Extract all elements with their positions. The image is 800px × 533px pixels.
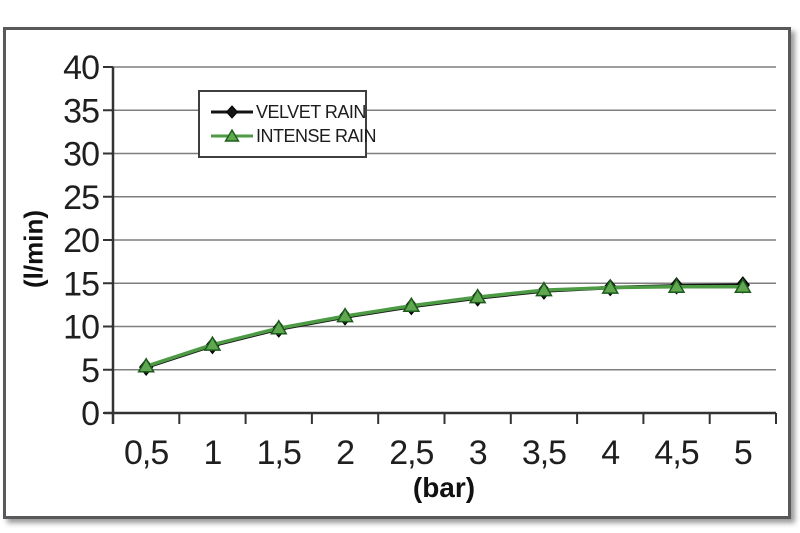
- y-axis-title: (l/min): [18, 210, 49, 288]
- x-tick-label-2: 2: [336, 434, 354, 472]
- series-intense-rain-marker-1: [203, 335, 222, 351]
- x-tick-label-3: 3: [469, 434, 487, 472]
- x-tick-label-4.5: 4,5: [654, 434, 698, 472]
- y-tick-label-30: 30: [63, 136, 99, 174]
- x-tick-label-2.5: 2,5: [389, 434, 433, 472]
- x-tick-label-3.5: 3,5: [522, 434, 566, 472]
- series-intense-rain-marker-5: [734, 277, 752, 293]
- series-intense-rain-marker-3: [468, 288, 487, 304]
- x-tick-label-1.5: 1,5: [257, 434, 301, 472]
- x-tick-label-1: 1: [203, 434, 221, 472]
- y-tick-label-5: 5: [81, 352, 99, 390]
- y-tick-label-15: 15: [63, 265, 99, 303]
- x-tick-label-5: 5: [734, 434, 752, 472]
- y-tick-label-40: 40: [63, 49, 99, 87]
- y-tick-label-10: 10: [63, 309, 99, 347]
- x-axis-title: (bar): [412, 472, 476, 503]
- velvet-rain-marker-icon: [211, 105, 253, 119]
- series-intense-rain-marker-2.5: [402, 296, 421, 312]
- legend-label-intense-rain: INTENSE RAIN: [256, 125, 377, 146]
- y-tick-label-35: 35: [63, 92, 99, 130]
- y-tick-label-25: 25: [63, 179, 99, 217]
- series-intense-rain-marker-2: [336, 307, 354, 323]
- chart-frame: [3, 27, 791, 519]
- series-intense-rain-line: [144, 284, 745, 369]
- series-intense-rain-marker-4: [601, 278, 620, 294]
- series-intense-rain-marker-3.5: [535, 281, 553, 297]
- legend-item-velvet-rain: VELVET RAIN: [209, 101, 366, 123]
- series-intense-rain-marker-4.5: [667, 277, 686, 293]
- legend-label-velvet-rain: VELVET RAIN: [256, 101, 366, 122]
- legend-marker-triangle-icon: [224, 128, 240, 142]
- y-tick-label-20: 20: [63, 222, 99, 260]
- series-intense-rain-marker-1.5: [269, 319, 288, 335]
- intense-rain-marker-icon: [211, 128, 253, 142]
- series-intense-rain-marker-0.5: [137, 357, 155, 373]
- y-tick-label-0: 0: [81, 395, 99, 433]
- legend-item-intense-rain: INTENSE RAIN: [209, 126, 377, 147]
- x-tick-label-0.5: 0,5: [124, 434, 168, 472]
- legend-box: VELVET RAIN INTENSE RAIN: [198, 90, 377, 158]
- legend-marker-diamond-icon: [225, 105, 239, 119]
- x-tick-label-4: 4: [601, 434, 619, 472]
